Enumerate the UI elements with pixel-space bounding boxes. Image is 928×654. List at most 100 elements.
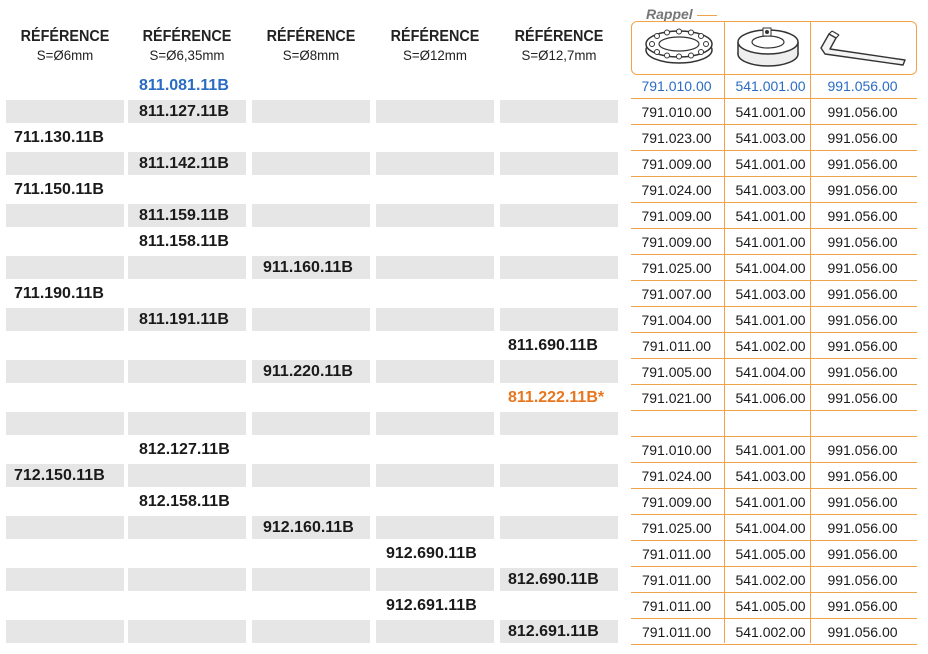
row-rule [631,176,917,177]
reference-cell: 712.150.11B [14,467,105,484]
row-shade [128,412,246,435]
row-rule [631,202,917,203]
rappel-value: 991.056.00 [827,260,898,276]
header-subtitle: S=Ø12mm [403,47,467,63]
header-title: RÉFÉRENCE [266,28,356,45]
row-shade [128,464,246,487]
reference-cell: 811.142.11B [139,155,229,172]
row-rule [631,436,917,437]
rappel-value: 991.056.00 [827,286,898,302]
rappel-value [630,411,723,437]
rappel-divider [810,22,811,74]
rappel-value: 541.001.00 [735,442,806,458]
shaft-collar-icon [737,27,799,67]
row-shade [376,516,494,539]
row-shade [6,204,124,227]
rappel-value: 541.001.00 [735,208,806,224]
rappel-value: 541.001.00 [735,312,806,328]
row-shade [500,620,618,643]
row-shade [252,620,370,643]
row-rule [631,488,917,489]
header-subtitle: S=Ø6,35mm [149,47,225,63]
rappel-value: 791.011.00 [641,598,712,614]
row-rule [631,98,917,99]
row-shade [128,256,246,279]
row-shade [500,412,618,435]
row-shade [6,464,124,487]
row-shade [6,152,124,175]
row-shade [500,308,618,331]
rappel-value: 541.003.00 [735,182,806,198]
rappel-value: 791.011.00 [641,338,712,354]
row-shade [500,100,618,123]
row-shade [252,152,370,175]
rappel-value: 991.056.00 [827,130,898,146]
header-col-6mm: RÉFÉRENCE S=Ø6mm [6,28,124,64]
row-shade [500,464,618,487]
rappel-label: Rappel [646,6,693,22]
row-shade [252,100,370,123]
row-rule [631,306,917,307]
rappel-value: 991.056.00 [827,182,898,198]
row-shade [376,308,494,331]
rappel-value: 791.009.00 [641,208,712,224]
header-title: RÉFÉRENCE [142,28,232,45]
rappel-value: 991.056.00 [827,364,898,380]
rappel-value: 541.001.00 [735,104,806,120]
row-rule [631,332,917,333]
rappel-value: 541.003.00 [735,286,806,302]
rappel-icon-box [631,21,917,75]
row-shade [376,100,494,123]
row-shade [500,568,618,591]
header-title: RÉFÉRENCE [514,28,604,45]
row-shade [6,620,124,643]
row-shade [6,308,124,331]
row-shade [252,464,370,487]
row-shade [6,256,124,279]
row-rule [631,618,917,619]
header-col-12-7mm: RÉFÉRENCE S=Ø12,7mm [500,28,618,64]
rappel-value: 541.001.00 [735,494,806,510]
rappel-value: 541.004.00 [735,260,806,276]
header-title: RÉFÉRENCE [20,28,110,45]
rappel-column-rule [724,75,725,643]
row-shade [128,360,246,383]
row-shade [252,308,370,331]
rappel-value: 541.002.00 [735,572,806,588]
rappel-value: 991.056.00 [827,598,898,614]
row-shade [6,412,124,435]
reference-cell: 812.158.11B [139,493,230,510]
reference-cell: 911.220.11B [263,363,353,380]
rappel-value [724,411,817,437]
row-shade [376,256,494,279]
row-rule [631,384,917,385]
row-rule [631,540,917,541]
row-shade [252,360,370,383]
row-shade [376,464,494,487]
header-title: RÉFÉRENCE [390,28,480,45]
rappel-value: 991.056.00 [827,494,898,510]
header-col-8mm: RÉFÉRENCE S=Ø8mm [252,28,370,64]
rappel-value: 791.025.00 [641,520,712,536]
row-shade [6,516,124,539]
row-shade [6,568,124,591]
rappel-value: 791.011.00 [641,546,712,562]
rappel-value: 991.056.00 [827,156,898,172]
rappel-value: 991.056.00 [827,234,898,250]
row-shade [128,152,246,175]
rappel-value: 541.001.00 [735,156,806,172]
row-rule [631,150,917,151]
rappel-value: 791.009.00 [641,234,712,250]
row-shade [252,204,370,227]
rappel-value: 991.056.00 [827,312,898,328]
reference-cell: 711.130.11B [14,129,104,146]
reference-cell: 912.690.11B [386,545,477,562]
rappel-value: 541.001.00 [735,78,806,94]
rappel-value: 791.009.00 [641,494,712,510]
rappel-value: 791.004.00 [641,312,712,328]
row-shade [128,516,246,539]
rappel-value: 791.021.00 [641,390,712,406]
reference-cell: 811.690.11B [508,337,598,354]
row-rule [631,280,917,281]
rappel-value: 541.004.00 [735,364,806,380]
